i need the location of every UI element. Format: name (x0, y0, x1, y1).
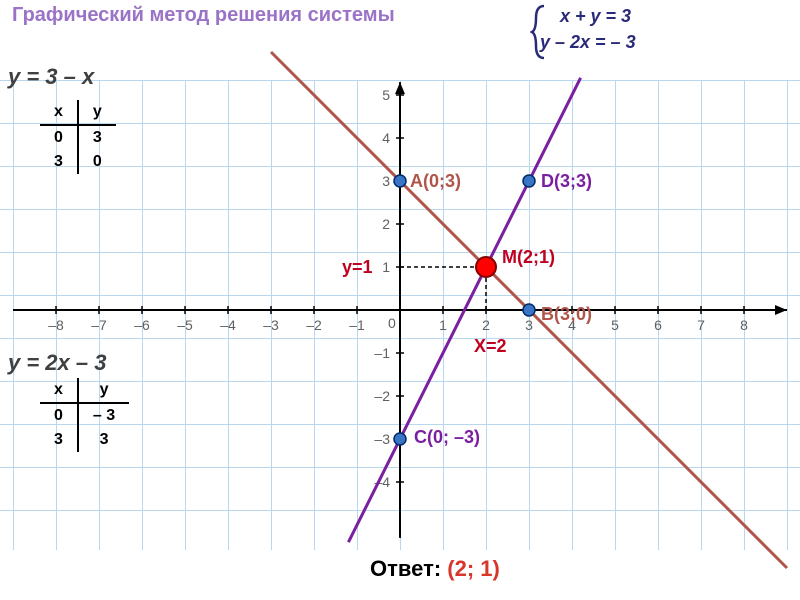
x-tick-label: –8 (48, 317, 64, 333)
x-tick-label: –4 (220, 317, 236, 333)
point-M (476, 257, 496, 277)
x-tick-label: 8 (740, 317, 748, 333)
point-C (394, 433, 406, 445)
y-tick-label: 1 (382, 259, 390, 275)
x-tick-label: 5 (611, 317, 619, 333)
answer-value: (2; 1) (447, 556, 500, 581)
answer-label: Ответ: (370, 556, 441, 581)
y-tick-label: 3 (382, 173, 390, 189)
x-axis-arrow-icon (775, 305, 787, 315)
y-tick-label: 2 (382, 216, 390, 232)
x-tick-label: –3 (263, 317, 279, 333)
x-tick-label: –6 (134, 317, 150, 333)
point-B (523, 304, 535, 316)
label-B: B(3;0) (541, 304, 592, 325)
point-A (394, 175, 406, 187)
answer-text: Ответ: (2; 1) (370, 556, 500, 582)
y-tick-label: –2 (374, 388, 390, 404)
x-tick-label: 1 (439, 317, 447, 333)
point-D (523, 175, 535, 187)
x-tick-label: –2 (306, 317, 322, 333)
label-M: M(2;1) (502, 247, 555, 268)
y-axis-arrow-icon (395, 82, 405, 94)
label-C: C(0; –3) (414, 427, 480, 448)
label-y1: y=1 (342, 257, 373, 278)
y-tick-label: 4 (382, 130, 390, 146)
x-tick-label: 6 (654, 317, 662, 333)
x-tick-label: –1 (349, 317, 365, 333)
y-tick-label: 5 (382, 87, 390, 103)
label-D: D(3;3) (541, 171, 592, 192)
label-x2: X=2 (474, 336, 507, 357)
y-tick-label: –3 (374, 431, 390, 447)
x-tick-label: –7 (91, 317, 107, 333)
coordinate-graph: –8–7–6–5–4–3–2–112345678–4–3–2–1123450 (0, 0, 800, 600)
y-tick-label: –1 (374, 345, 390, 361)
x-tick-label: 7 (697, 317, 705, 333)
origin-label: 0 (388, 315, 396, 331)
x-tick-label: –5 (177, 317, 193, 333)
x-tick-label: 3 (525, 317, 533, 333)
label-A: A(0;3) (410, 171, 461, 192)
x-tick-label: 2 (482, 317, 490, 333)
